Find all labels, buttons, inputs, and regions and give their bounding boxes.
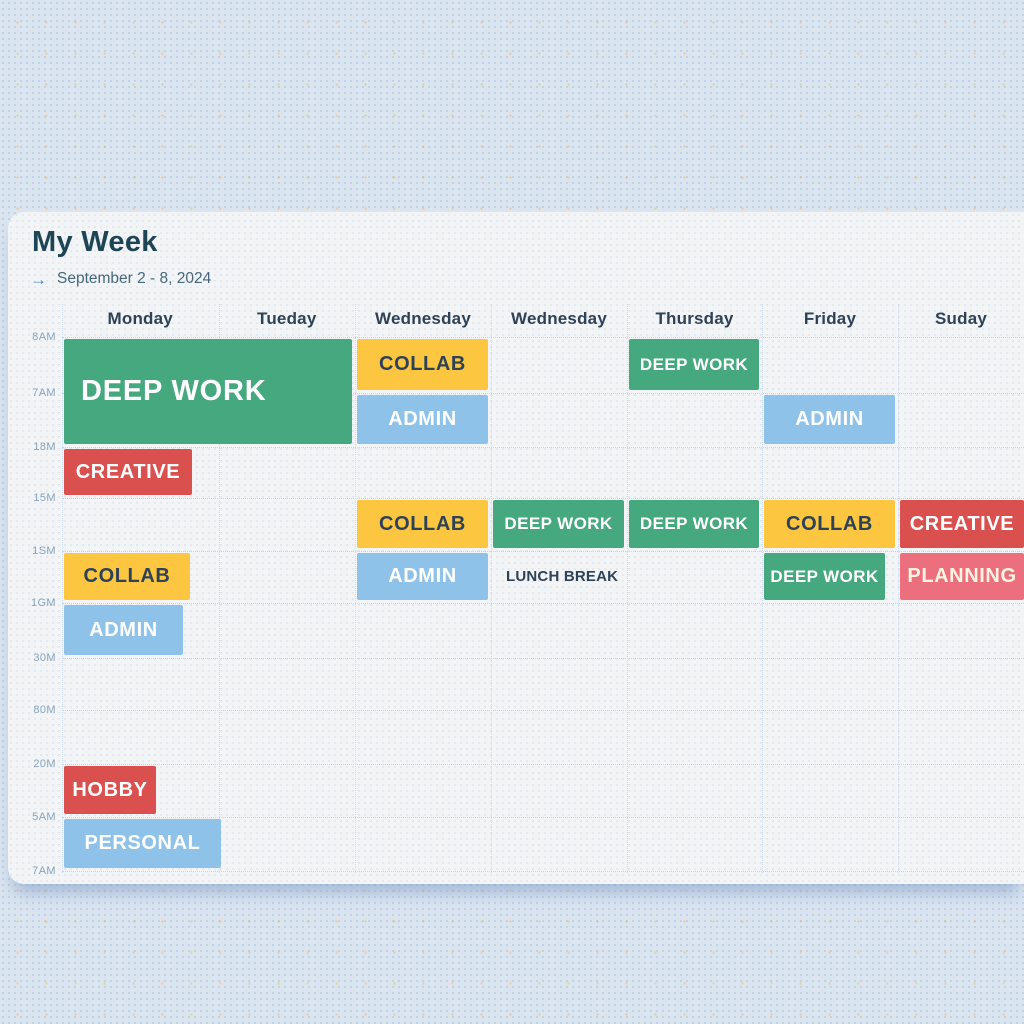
- h-gridline: [62, 551, 1024, 552]
- time-label: 18M: [33, 441, 56, 453]
- day-header-monday: Monday: [107, 309, 173, 328]
- event-deep-work[interactable]: DEEP WORK: [64, 339, 352, 444]
- time-label: 7AM: [32, 865, 56, 877]
- h-gridline: [62, 337, 1024, 338]
- event-lunch-break[interactable]: LUNCH BREAK: [506, 568, 619, 585]
- day-header-sunday: Suday: [934, 309, 988, 328]
- day-header-wednesday1: Wednesday: [375, 309, 471, 328]
- day-header-friday: Friday: [803, 309, 857, 328]
- event-collab[interactable]: COLLAB: [64, 553, 190, 600]
- event-admin[interactable]: ADMIN: [64, 605, 183, 655]
- time-label: 1GM: [30, 597, 56, 609]
- date-range: → September 2 - 8, 2024: [30, 270, 211, 288]
- v-gridline: [491, 304, 492, 873]
- my-week-card: My Week → September 2 - 8, 2024 Monday T…: [8, 212, 1024, 884]
- event-deep-work[interactable]: DEEP WORK: [629, 339, 759, 390]
- time-label: 20M: [33, 758, 56, 770]
- event-hobby[interactable]: HOBBY: [64, 766, 156, 814]
- time-label: 1SM: [32, 545, 56, 557]
- v-gridline: [898, 304, 899, 873]
- event-personal[interactable]: PERSONAL: [64, 819, 221, 868]
- event-creative[interactable]: CREATIVE: [900, 500, 1024, 548]
- h-gridline: [62, 871, 1024, 872]
- time-label: 5AM: [32, 811, 56, 823]
- v-gridline: [627, 304, 628, 873]
- day-header-tuesday: Tueday: [257, 309, 317, 328]
- v-gridline: [355, 304, 356, 873]
- event-admin[interactable]: ADMIN: [357, 553, 488, 600]
- time-label: 80M: [33, 704, 56, 716]
- time-label: 30M: [33, 652, 56, 664]
- calendar-grid: 8AM 7AM 18M 15M 1SM 1GM 30M 80M 20M 5AM 7AM DEEP WO…: [8, 212, 1024, 884]
- page-title: My Week: [32, 226, 158, 258]
- event-deep-work[interactable]: DEEP WORK: [764, 553, 885, 600]
- h-gridline: [62, 603, 1024, 604]
- event-deep-work[interactable]: DEEP WORK: [629, 500, 759, 548]
- event-admin[interactable]: ADMIN: [357, 395, 488, 444]
- day-header-wednesday2: Wednesday: [511, 309, 607, 328]
- h-gridline: [62, 817, 1024, 818]
- v-gridline: [218, 304, 220, 873]
- arrow-right-icon: →: [30, 269, 47, 289]
- v-gridline: [62, 304, 63, 873]
- time-label: 15M: [33, 492, 56, 504]
- event-creative[interactable]: CREATIVE: [64, 449, 192, 495]
- event-collab[interactable]: COLLAB: [357, 339, 488, 390]
- event-planning[interactable]: PLANNING: [900, 553, 1024, 600]
- day-header-row: Monday Tueday Wednesday Wednesday Thursd…: [8, 309, 1024, 335]
- event-deep-work[interactable]: DEEP WORK: [493, 500, 624, 548]
- date-range-label: September 2 - 8, 2024: [57, 270, 212, 287]
- h-gridline: [62, 658, 1024, 659]
- time-label: 8AM: [32, 331, 56, 343]
- h-gridline: [62, 710, 1024, 711]
- h-gridline: [62, 447, 1024, 448]
- v-gridline: [762, 304, 763, 873]
- event-admin[interactable]: ADMIN: [764, 395, 895, 444]
- h-gridline: [62, 393, 1024, 394]
- h-gridline: [62, 764, 1024, 765]
- day-header-thursday: Thursday: [655, 309, 734, 328]
- h-gridline: [62, 498, 1024, 499]
- event-collab[interactable]: COLLAB: [357, 500, 488, 548]
- event-collab[interactable]: COLLAB: [764, 500, 895, 548]
- time-label: 7AM: [32, 387, 56, 399]
